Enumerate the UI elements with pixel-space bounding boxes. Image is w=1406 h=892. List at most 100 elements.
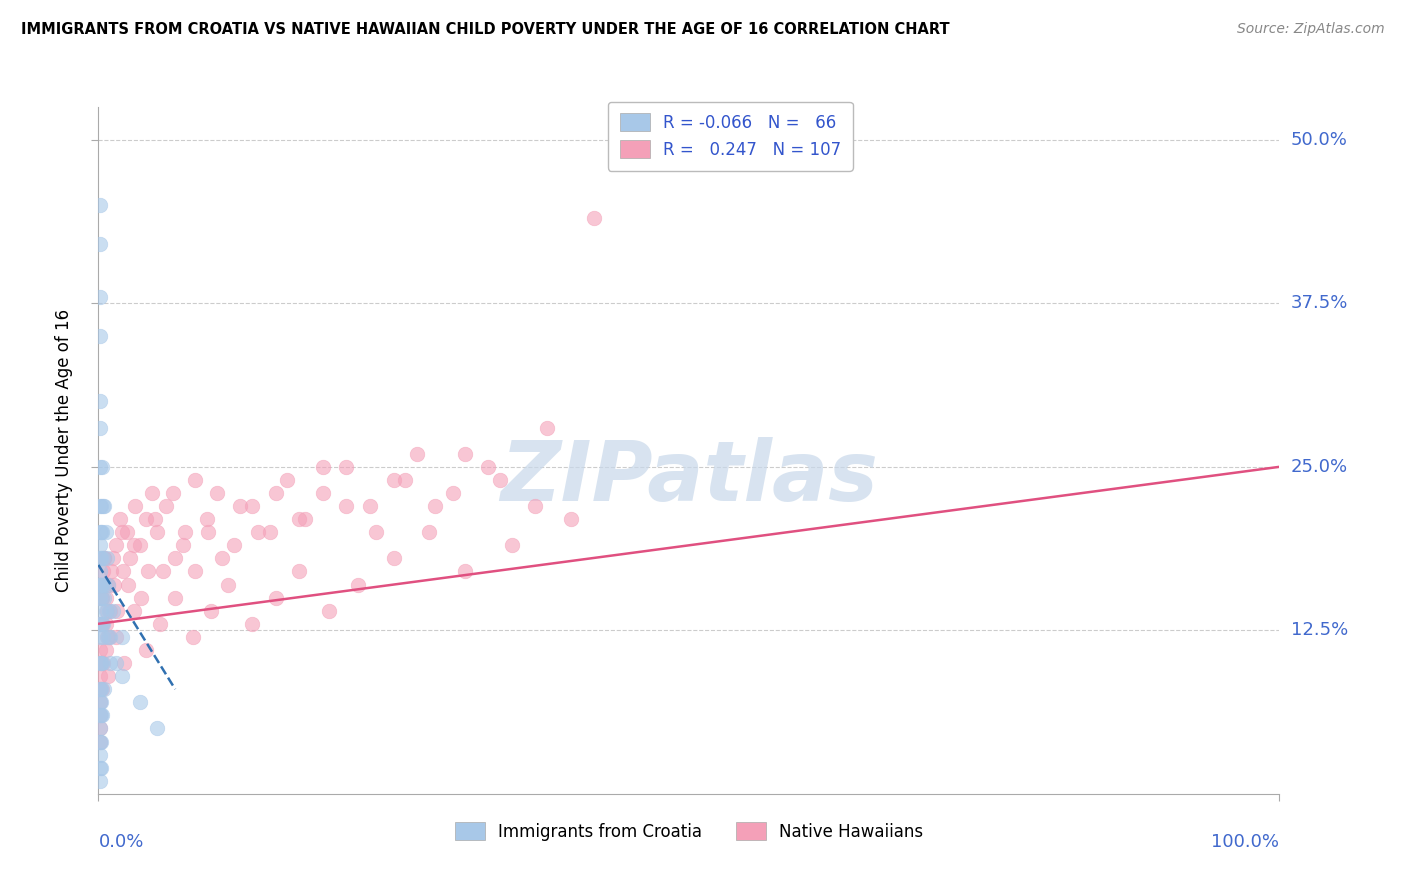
Point <box>93 551 115 566</box>
Point <box>318 604 340 618</box>
Point <box>90 656 112 670</box>
Point <box>89 420 111 434</box>
Point <box>97 577 120 591</box>
Point <box>97 669 120 683</box>
Point <box>89 499 111 513</box>
Point <box>217 577 239 591</box>
Point <box>94 616 117 631</box>
Point <box>120 551 142 566</box>
Point <box>89 747 111 762</box>
Point <box>89 656 111 670</box>
Point <box>97 577 120 591</box>
Point <box>90 591 112 605</box>
Point <box>90 761 112 775</box>
Point <box>89 616 111 631</box>
Point <box>89 577 111 591</box>
Point <box>149 616 172 631</box>
Y-axis label: Child Poverty Under the Age of 16: Child Poverty Under the Age of 16 <box>55 309 73 592</box>
Point <box>105 656 128 670</box>
Point <box>146 722 169 736</box>
Point <box>94 525 117 540</box>
Point <box>98 630 121 644</box>
Point <box>91 551 114 566</box>
Point <box>89 198 111 212</box>
Point <box>294 512 316 526</box>
Point <box>91 591 114 605</box>
Point <box>89 761 111 775</box>
Point <box>91 577 114 591</box>
Point <box>100 565 122 579</box>
Point <box>93 591 115 605</box>
Point <box>184 565 207 579</box>
Point <box>560 512 582 526</box>
Legend: Immigrants from Croatia, Native Hawaiians: Immigrants from Croatia, Native Hawaiian… <box>449 815 929 847</box>
Point <box>93 577 115 591</box>
Point <box>105 538 128 552</box>
Point <box>91 656 114 670</box>
Point <box>129 591 152 605</box>
Point <box>91 499 114 513</box>
Point <box>195 512 218 526</box>
Point <box>115 525 138 540</box>
Point <box>124 499 146 513</box>
Point <box>98 604 121 618</box>
Point <box>112 565 135 579</box>
Point <box>143 512 166 526</box>
Point <box>89 630 111 644</box>
Point <box>423 499 446 513</box>
Point <box>90 551 112 566</box>
Point <box>90 656 112 670</box>
Point <box>98 656 121 670</box>
Point <box>259 525 281 540</box>
Point <box>89 773 111 788</box>
Text: Source: ZipAtlas.com: Source: ZipAtlas.com <box>1237 22 1385 37</box>
Point <box>583 211 606 226</box>
Point <box>89 525 111 540</box>
Point <box>90 577 112 591</box>
Point <box>184 473 207 487</box>
Point <box>200 604 222 618</box>
Point <box>89 616 111 631</box>
Text: 25.0%: 25.0% <box>1291 458 1348 475</box>
Point <box>89 538 111 552</box>
Point <box>288 565 311 579</box>
Point <box>155 499 177 513</box>
Point <box>477 459 499 474</box>
Point <box>94 604 117 618</box>
Point <box>101 551 124 566</box>
Point <box>312 486 335 500</box>
Point <box>264 591 287 605</box>
Point <box>101 604 124 618</box>
Point <box>89 394 111 409</box>
Point <box>105 630 128 644</box>
Point <box>89 708 111 723</box>
Point <box>98 604 121 618</box>
Point <box>108 512 131 526</box>
Point <box>441 486 464 500</box>
Point <box>536 420 558 434</box>
Point <box>181 630 204 644</box>
Point <box>111 630 134 644</box>
Point <box>89 643 111 657</box>
Point <box>382 551 405 566</box>
Point <box>112 656 135 670</box>
Point <box>91 459 114 474</box>
Point <box>97 630 120 644</box>
Point <box>89 734 111 748</box>
Point <box>229 499 252 513</box>
Point <box>90 734 112 748</box>
Point <box>89 695 111 709</box>
Text: 12.5%: 12.5% <box>1291 622 1348 640</box>
Point <box>288 512 311 526</box>
Point <box>90 695 112 709</box>
Point <box>240 616 263 631</box>
Text: 37.5%: 37.5% <box>1291 294 1348 312</box>
Point <box>172 538 194 552</box>
Point <box>90 604 112 618</box>
Point <box>91 708 114 723</box>
Point <box>96 630 118 644</box>
Point <box>312 459 335 474</box>
Point <box>165 551 187 566</box>
Point <box>89 237 111 252</box>
Point <box>173 525 195 540</box>
